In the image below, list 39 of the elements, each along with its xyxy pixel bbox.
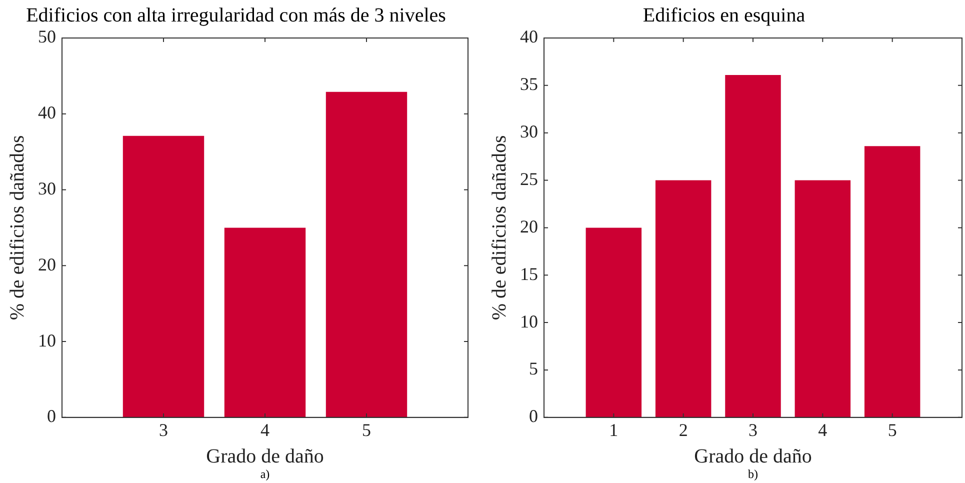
bar (655, 180, 712, 418)
text: a) (260, 467, 270, 482)
y-tick-label: 40 (520, 26, 538, 47)
y-tick-label: 0 (47, 406, 56, 426)
x-tick-label: 3 (159, 420, 168, 440)
chart-title: Edificios en esquina (642, 4, 806, 26)
x-tick-label: 2 (678, 420, 688, 440)
y-tick-label: 40 (38, 102, 56, 123)
bar (794, 180, 851, 418)
y-tick-label: 50 (38, 26, 56, 47)
y-axis-title: % de edificios dañados (488, 135, 510, 320)
x-tick-label: 4 (818, 420, 828, 440)
x-tick-label: 3 (748, 420, 758, 440)
y-axis-title: % de edificios dañados (6, 135, 28, 320)
x-tick-label: 5 (888, 420, 897, 440)
text: b) (748, 467, 758, 482)
y-tick-label: 35 (520, 74, 538, 94)
y-tick-label: 10 (520, 311, 538, 332)
bar (224, 228, 306, 418)
y-tick-label: 25 (520, 169, 538, 190)
y-tick-label: 15 (520, 264, 538, 284)
x-axis-title: Grado de daño (206, 445, 324, 468)
x-axis-title: Grado de daño (694, 445, 812, 468)
x-tick-label: 1 (609, 420, 618, 440)
bar (725, 74, 781, 418)
y-tick-label: 20 (520, 216, 538, 236)
bar (122, 136, 204, 418)
y-tick-label: 10 (38, 330, 56, 350)
x-tick-label: 5 (362, 420, 371, 440)
x-tick-label: 4 (260, 420, 270, 440)
y-tick-label: 5 (529, 358, 538, 379)
bar (586, 228, 642, 418)
chart-title: Edificios con alta irregularidad con más de 3 niveles (26, 4, 446, 26)
y-tick-label: 0 (529, 406, 538, 426)
y-tick-label: 20 (38, 254, 56, 274)
bar (864, 146, 920, 418)
y-tick-label: 30 (520, 122, 538, 142)
bar (326, 92, 408, 418)
y-tick-label: 30 (38, 178, 56, 198)
